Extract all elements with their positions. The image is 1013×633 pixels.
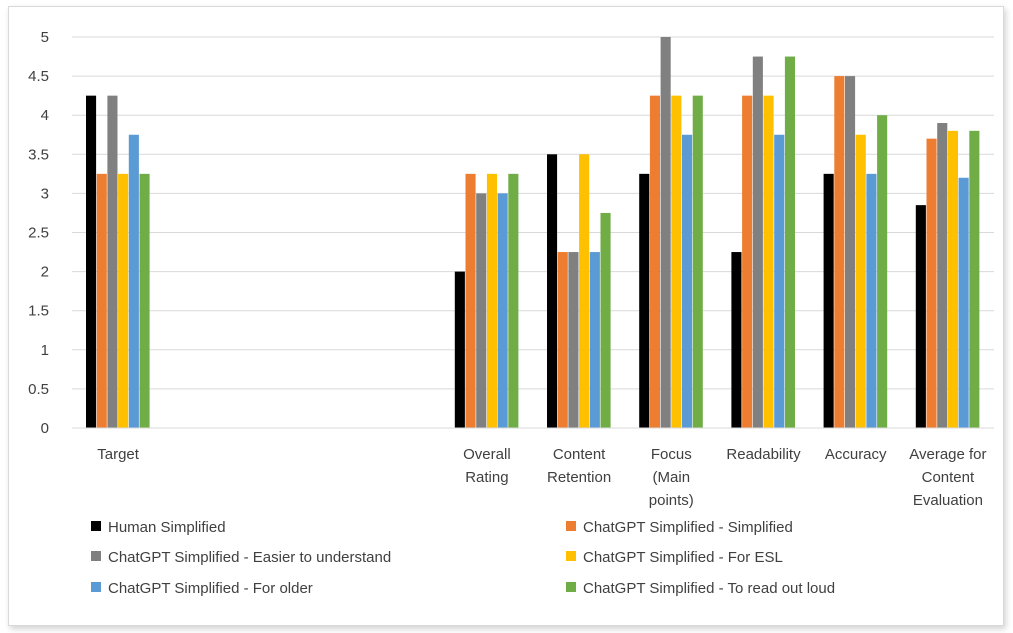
bar — [476, 193, 487, 428]
bar — [639, 173, 650, 428]
bar — [86, 95, 97, 429]
category-label: Accuracy — [825, 446, 887, 463]
gridlines — [72, 36, 994, 390]
bar — [486, 173, 497, 428]
bar — [763, 95, 774, 429]
legend-label: ChatGPT Simplified - Simplified — [583, 519, 793, 536]
bar — [866, 173, 877, 428]
bar — [823, 173, 834, 428]
y-tick-label: 2.5 — [28, 225, 49, 242]
y-axis-ticks: 0 0.5 1 1.5 2 2.5 3 3.5 4 4.5 5 — [28, 29, 49, 437]
legend-item: ChatGPT Simplified - For ESL — [566, 549, 783, 566]
bar — [589, 252, 600, 428]
bar — [671, 95, 682, 429]
bar — [774, 134, 785, 428]
bar — [834, 76, 845, 428]
legend-item: ChatGPT Simplified - To read out loud — [566, 580, 835, 597]
bar — [845, 76, 856, 428]
y-tick-label: 4.5 — [28, 68, 49, 85]
legend-label: ChatGPT Simplified - Easier to understan… — [108, 549, 391, 566]
legend-swatch — [91, 551, 101, 561]
legend-item: Human Simplified — [91, 519, 226, 536]
legend-swatch — [566, 551, 576, 561]
bar — [752, 56, 763, 429]
bar — [731, 252, 742, 428]
bar — [118, 173, 129, 428]
legend: Human Simplified ChatGPT Simplified - Sim… — [91, 519, 835, 597]
bar — [454, 271, 465, 428]
bar — [784, 56, 795, 429]
bar — [649, 95, 660, 429]
chart-frame: 0 0.5 1 1.5 2 2.5 3 3.5 4 4.5 5 Target Overall Ratin… — [8, 6, 1004, 626]
category-labels: Target Overall Rating Content Retention Focus… — [97, 446, 986, 509]
category-label: Overall Rating — [463, 446, 511, 486]
bar — [947, 130, 958, 428]
bar — [497, 193, 508, 428]
y-tick-label: 3 — [41, 185, 49, 202]
bar — [557, 252, 568, 428]
y-tick-label: 5 — [41, 29, 49, 46]
bar — [855, 134, 866, 428]
bar — [742, 95, 753, 429]
category-label: Content Retention — [547, 446, 611, 486]
bar — [937, 123, 948, 429]
bar — [508, 173, 519, 428]
bar — [969, 130, 980, 428]
y-tick-label: 1.5 — [28, 303, 49, 320]
bar — [877, 115, 888, 428]
legend-item: ChatGPT Simplified - Easier to understan… — [91, 549, 391, 566]
bar — [139, 173, 150, 428]
legend-swatch — [566, 582, 576, 592]
y-tick-label: 0 — [41, 420, 49, 437]
bar — [568, 252, 579, 428]
y-tick-label: 1 — [41, 342, 49, 359]
bar — [915, 205, 926, 428]
bar — [926, 138, 937, 428]
bars — [86, 37, 980, 429]
y-tick-label: 0.5 — [28, 381, 49, 398]
bar — [465, 173, 476, 428]
bar — [958, 177, 969, 428]
category-label: Readability — [726, 446, 801, 463]
legend-item: ChatGPT Simplified - For older — [91, 580, 313, 597]
bar — [107, 95, 118, 429]
legend-label: ChatGPT Simplified - To read out loud — [583, 580, 835, 597]
bar — [128, 134, 139, 428]
legend-swatch — [566, 521, 576, 531]
legend-label: ChatGPT Simplified - For ESL — [583, 549, 783, 566]
y-tick-label: 3.5 — [28, 146, 49, 163]
category-label: Focus (Main points) — [649, 446, 694, 509]
y-tick-label: 2 — [41, 264, 49, 281]
bar — [682, 134, 693, 428]
legend-label: ChatGPT Simplified - For older — [108, 580, 313, 597]
bar-chart: 0 0.5 1 1.5 2 2.5 3 3.5 4 4.5 5 Target Overall Ratin… — [28, 29, 994, 597]
bar — [96, 173, 107, 428]
legend-label: Human Simplified — [108, 519, 226, 536]
bar — [579, 154, 590, 429]
bar — [547, 154, 558, 429]
legend-item: ChatGPT Simplified - Simplified — [566, 519, 793, 536]
bar — [692, 95, 703, 429]
y-tick-label: 4 — [41, 107, 49, 124]
legend-swatch — [91, 521, 101, 531]
bar — [660, 37, 671, 428]
bar — [600, 212, 611, 428]
category-label: Target — [97, 446, 140, 463]
legend-swatch — [91, 582, 101, 592]
category-label: Average for Content Evaluation — [909, 446, 986, 509]
